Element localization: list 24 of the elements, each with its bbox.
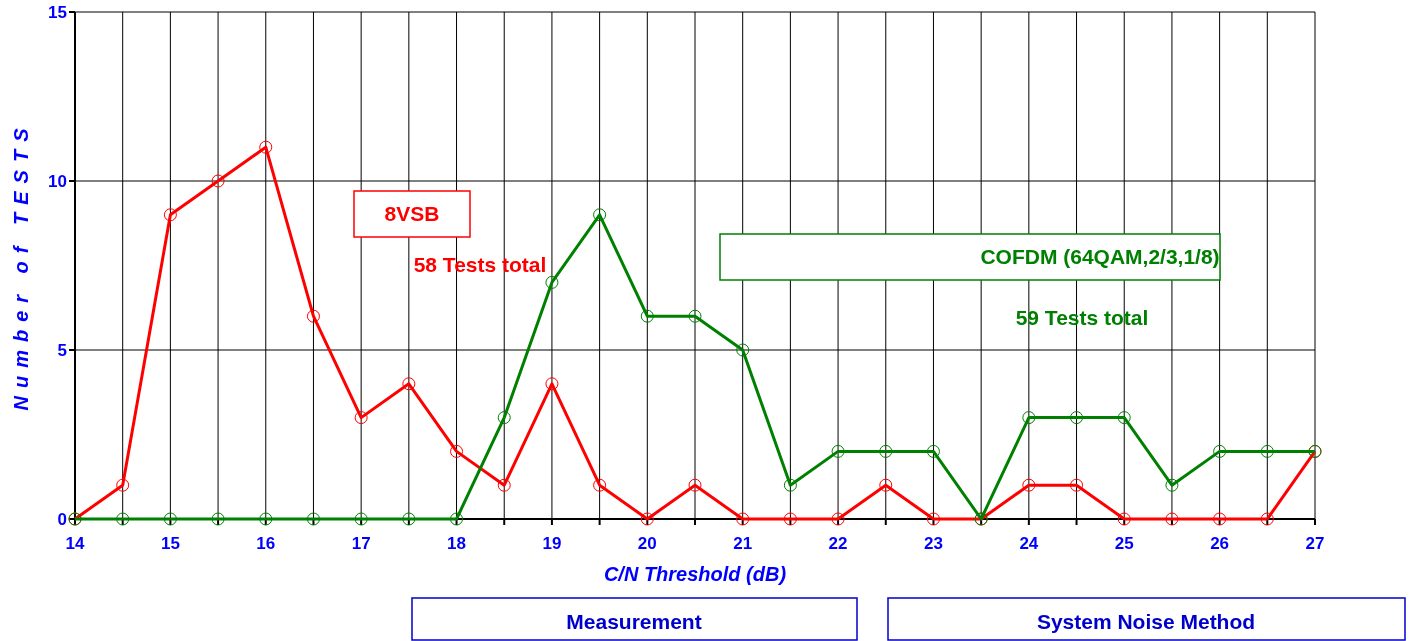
x-tick-label: 17 [351, 534, 371, 553]
x-tick-label: 14 [65, 534, 85, 553]
x-tick-label: 15 [160, 534, 180, 553]
text: Measurement [566, 610, 702, 633]
x-tick-label: 18 [447, 534, 466, 553]
x-tick-label: 27 [1305, 534, 1325, 553]
y-tick-label: 0 [57, 509, 67, 529]
x-tick-label: 21 [733, 534, 753, 553]
x-tick-label: 16 [256, 534, 276, 553]
x-tick-label: 22 [828, 534, 848, 553]
y-axis-title: Number of TESTS [10, 120, 32, 411]
x-tick-label: 26 [1210, 534, 1230, 553]
y-tick-label: 5 [57, 340, 67, 360]
y-tick-label: 10 [48, 171, 67, 191]
x-tick-label: 23 [924, 534, 943, 553]
x-tick-label: 19 [542, 534, 562, 553]
annotation: COFDM (64QAM,2/3,1/8) [980, 245, 1220, 268]
x-tick-label: 24 [1019, 534, 1039, 553]
x-tick-label: 20 [637, 534, 657, 553]
x-tick-label: 25 [1114, 534, 1134, 553]
annotation: 8VSB [384, 202, 440, 225]
y-tick-label: 15 [48, 2, 67, 22]
text: System Noise Method [1036, 610, 1256, 633]
x-axis-title: C/N Threshold (dB) [603, 563, 787, 585]
